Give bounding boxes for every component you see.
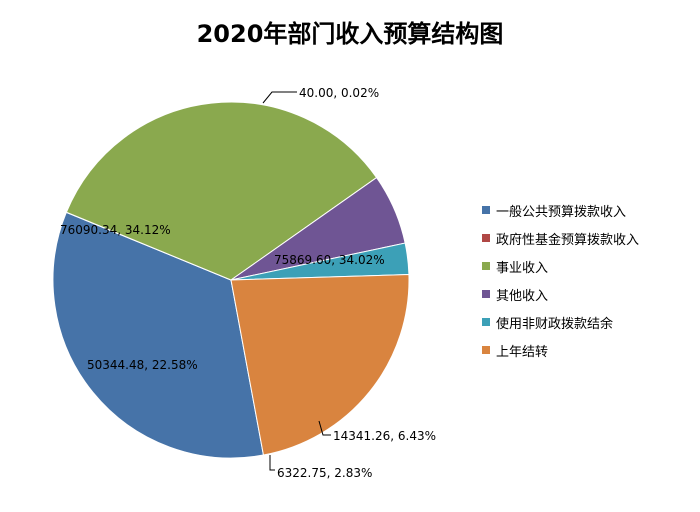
legend-swatch — [482, 318, 490, 326]
legend-item: 政府性基金预算拨款收入 — [482, 224, 639, 252]
legend-label: 上年结转 — [496, 344, 549, 360]
legend-swatch — [482, 234, 490, 242]
legend-label: 政府性基金预算拨款收入 — [496, 232, 640, 248]
legend-swatch — [482, 290, 490, 298]
legend-swatch — [482, 346, 490, 354]
pie-slice — [52, 211, 265, 459]
leader-line — [269, 455, 275, 471]
pie-slice — [65, 101, 378, 281]
legend-label: 事业收入 — [496, 260, 549, 276]
data-label: 6322.75, 2.83% — [277, 466, 372, 480]
data-label: 75869.60, 34.02% — [274, 253, 385, 267]
legend-item: 上年结转 — [482, 336, 639, 364]
leader-line — [318, 420, 331, 436]
data-label: 14341.26, 6.43% — [333, 429, 436, 443]
legend-item: 其他收入 — [482, 280, 639, 308]
pie-slice — [230, 273, 410, 456]
legend-item: 一般公共预算拨款收入 — [482, 196, 639, 224]
data-label: 50344.48, 22.58% — [87, 358, 198, 372]
data-label: 76090.34, 34.12% — [60, 223, 171, 237]
legend: 一般公共预算拨款收入 政府性基金预算拨款收入 事业收入 其他收入 使用非财政拨款… — [482, 196, 639, 364]
legend-label: 使用非财政拨款结余 — [496, 316, 614, 332]
legend-swatch — [482, 262, 490, 270]
legend-item: 事业收入 — [482, 252, 639, 280]
legend-item: 使用非财政拨款结余 — [482, 308, 639, 336]
legend-swatch — [482, 206, 490, 214]
chart-title: 2020年部门收入预算结构图 — [196, 20, 504, 48]
data-label: 40.00, 0.02% — [299, 86, 379, 100]
leader-line — [262, 91, 297, 104]
legend-label: 其他收入 — [496, 288, 549, 304]
legend-label: 一般公共预算拨款收入 — [496, 204, 627, 220]
